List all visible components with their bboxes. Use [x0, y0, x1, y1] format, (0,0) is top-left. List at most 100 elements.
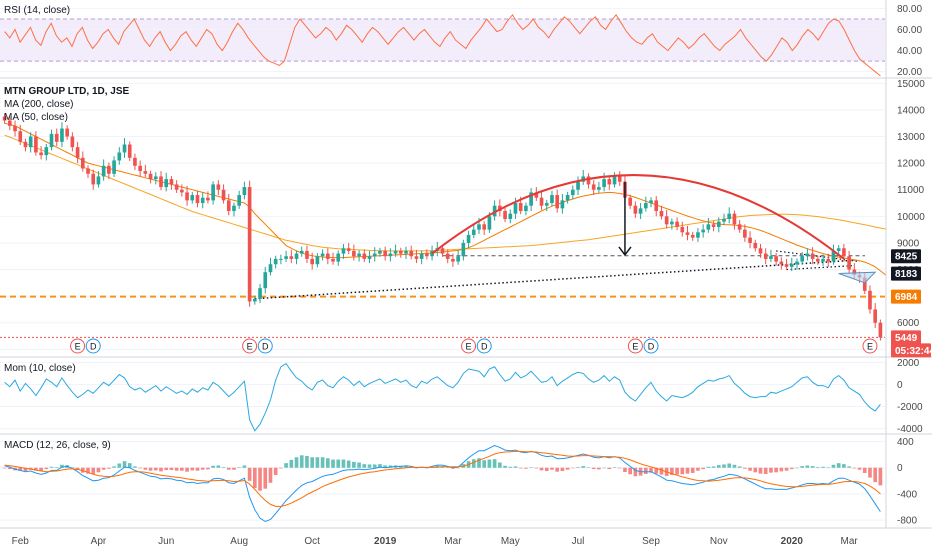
candle-body	[107, 165, 111, 174]
macd-bar	[367, 464, 372, 468]
candle-body	[253, 298, 257, 302]
macd-bar	[190, 467, 195, 471]
candle-body	[836, 248, 841, 251]
momentum-panel[interactable]: Mom (10, close) 2000 0 -2000 -4000	[0, 358, 923, 435]
macd-bar	[800, 466, 805, 468]
candle-body	[701, 229, 705, 233]
candle-body	[539, 197, 544, 206]
macd-bar	[789, 467, 794, 470]
macd-bar	[743, 467, 747, 469]
macd-bar	[878, 467, 883, 486]
earnings-marker[interactable]: E	[627, 338, 643, 354]
candle-body	[529, 192, 533, 206]
macd-bar	[591, 467, 596, 470]
candle-body	[628, 197, 632, 206]
time-axis[interactable]: Feb Apr Jun Aug Oct 2019 Mar May Jul Sep Nov 2020 Ma…	[12, 536, 859, 547]
x-tick-label: Feb	[12, 536, 30, 547]
rsi-y-axis[interactable]: 80.00 60.00 40.00 20.00	[897, 4, 922, 78]
earnings-marker[interactable]: E	[70, 338, 86, 354]
event-circle	[70, 338, 86, 354]
candle-body	[200, 197, 205, 204]
mom-gridlines	[0, 361, 885, 430]
candle-body	[44, 147, 49, 156]
macd-bar	[34, 467, 38, 471]
price-tag: 5449	[891, 330, 921, 345]
macd-bar	[857, 467, 862, 470]
candle-body	[362, 253, 367, 259]
candle-body	[190, 195, 195, 201]
arrow-head	[618, 246, 632, 257]
candle-body	[445, 253, 450, 259]
macd-y-axis[interactable]: 400 0 -400 -800	[897, 437, 917, 527]
trendline-dotted	[254, 259, 855, 300]
ma50-line	[4, 122, 886, 276]
macd-bar	[659, 467, 664, 475]
dividend-marker[interactable]: D	[476, 338, 492, 354]
rsi-panel[interactable]: RSI (14, close) 80.00 60.00 40.00 20.00	[0, 4, 922, 78]
mom-y-axis[interactable]: 2000 0 -2000 -4000	[897, 358, 923, 435]
y-tick-label: 80.00	[897, 4, 922, 15]
candle-body	[753, 242, 758, 249]
macd-bar	[816, 467, 820, 468]
macd-bar	[826, 467, 831, 468]
candle-body	[258, 288, 262, 299]
macd-line	[4, 444, 881, 523]
candle-body	[524, 205, 528, 212]
candle-body	[226, 200, 231, 212]
macd-bar	[60, 464, 64, 468]
macd-bar	[232, 467, 236, 470]
candle-body	[2, 116, 7, 121]
price-tag: 05:32:44	[891, 343, 932, 358]
candle-body	[117, 152, 122, 161]
dividend-marker[interactable]: D	[643, 338, 659, 354]
price-tag-bg	[891, 289, 921, 304]
x-tick-label: Jun	[158, 536, 174, 547]
x-tick-label: Mar	[444, 536, 462, 547]
macd-bar	[722, 464, 726, 468]
price-tag: 8183	[891, 266, 921, 281]
y-tick-label: -2000	[897, 402, 923, 413]
candle-body	[821, 258, 825, 262]
macd-panel[interactable]: MACD (12, 26, close, 9) 400 0 -400 -800	[0, 437, 917, 527]
candle-body	[289, 256, 294, 259]
macd-bar	[680, 467, 685, 475]
macd-bar	[299, 455, 304, 468]
candle-body	[602, 179, 606, 188]
candle-body	[664, 216, 669, 225]
candle-body	[70, 136, 75, 148]
macd-bar	[612, 467, 617, 468]
candle-body	[425, 253, 429, 257]
earnings-marker[interactable]: E	[242, 338, 258, 354]
candle-body	[550, 195, 554, 204]
candle-body	[75, 147, 80, 158]
price-y-axis[interactable]: 1500014000130001200011000100009000800070…	[897, 79, 925, 356]
candle-body	[503, 211, 507, 219]
rounding-top-arc	[431, 174, 845, 260]
macd-bar	[560, 467, 565, 472]
earnings-marker[interactable]: E	[862, 338, 878, 354]
panel-frames	[0, 0, 932, 529]
macd-bar	[75, 467, 80, 471]
dividend-marker[interactable]: D	[85, 338, 101, 354]
candle-body	[273, 258, 278, 265]
candle-body	[310, 258, 314, 265]
event-label: D	[648, 342, 655, 352]
event-label: D	[90, 342, 97, 352]
candle-body	[268, 264, 273, 273]
candle-body	[831, 250, 836, 262]
macd-bar	[404, 465, 408, 468]
macd-bar	[711, 466, 716, 468]
macd-bar	[503, 465, 507, 468]
macd-bar	[164, 467, 169, 471]
dividend-marker[interactable]: D	[257, 338, 273, 354]
candle-body	[143, 171, 148, 174]
candle-body	[461, 242, 466, 257]
candle-body	[388, 253, 393, 257]
earnings-marker[interactable]: E	[461, 338, 477, 354]
wedge-bottom-line	[786, 264, 855, 271]
macd-bar	[336, 459, 341, 468]
macd-bar	[341, 459, 346, 468]
candle-body	[862, 277, 867, 291]
